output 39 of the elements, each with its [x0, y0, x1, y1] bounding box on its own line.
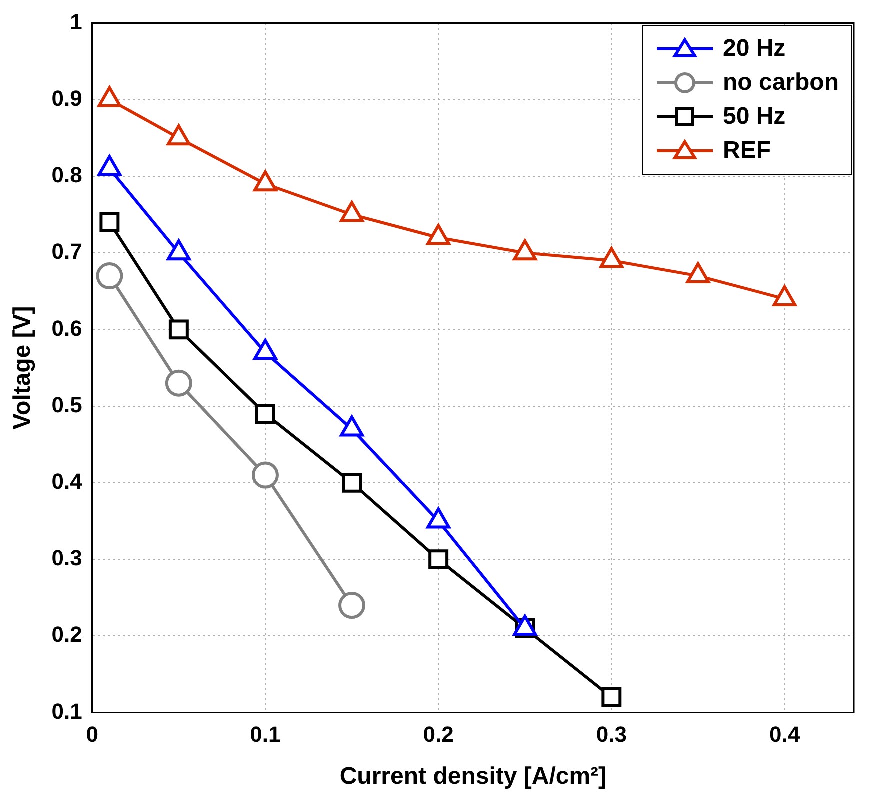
point — [254, 170, 278, 192]
y-tick-label: 1 — [70, 9, 82, 34]
legend-label: 50 Hz — [722, 103, 786, 132]
point — [686, 262, 710, 284]
point — [167, 240, 191, 261]
point — [167, 124, 191, 146]
point — [342, 472, 362, 493]
point — [426, 224, 450, 246]
x-axis-title: Current density [A/cm²] — [340, 763, 607, 790]
y-tick-label: 0.2 — [52, 622, 82, 648]
x-tick-label: 0.1 — [250, 722, 281, 748]
y-tick-label: 0.3 — [52, 546, 82, 571]
point — [98, 155, 122, 176]
point — [513, 240, 538, 261]
point — [600, 247, 624, 268]
point — [98, 86, 122, 108]
x-tick-label: 0.2 — [423, 722, 454, 748]
y-tick-label: 0.9 — [52, 86, 82, 111]
y-tick-label: 0.1 — [52, 698, 82, 724]
point — [254, 339, 278, 360]
point — [602, 687, 622, 708]
point — [252, 462, 279, 489]
y-tick-label: 0.8 — [52, 162, 82, 188]
point — [340, 201, 364, 222]
y-tick-label: 0.4 — [52, 468, 84, 494]
x-tick-label: 0 — [86, 722, 99, 748]
point — [772, 286, 797, 307]
point — [338, 592, 366, 620]
x-tick-label: 0.3 — [596, 722, 627, 748]
y-tick-label: 0.6 — [52, 316, 82, 341]
y-axis-title: Voltage [V] — [9, 306, 36, 430]
legend-label: REF — [722, 137, 771, 166]
x-tick-label: 0.4 — [769, 722, 801, 748]
legend-label: 20 Hz — [722, 35, 786, 64]
legend-label: no carbon — [722, 69, 839, 98]
point — [255, 404, 276, 424]
point — [428, 550, 449, 570]
y-tick-label: 0.7 — [52, 239, 82, 264]
y-tick-label: 0.5 — [52, 392, 82, 418]
